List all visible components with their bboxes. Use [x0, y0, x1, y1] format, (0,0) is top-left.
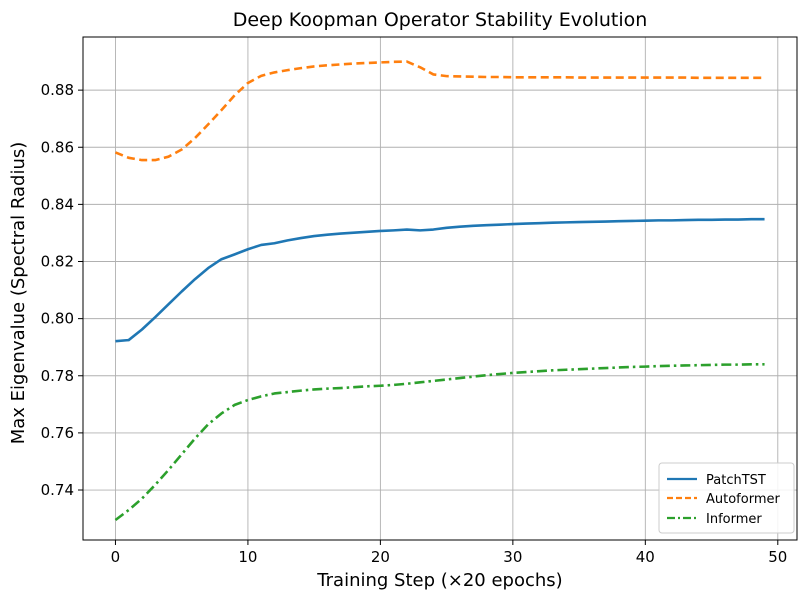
- series-layer: [114, 60, 765, 522]
- x-axis-ticks: 0 10 20 30 40 50: [111, 540, 787, 566]
- y-tick-label: 0.78: [41, 367, 74, 385]
- legend-label-autoformer: Autoformer: [706, 492, 780, 507]
- y-tick-label: 0.88: [41, 81, 74, 99]
- plot-area-frame: [82, 36, 798, 541]
- y-tick-label: 0.84: [41, 195, 74, 213]
- x-tick-label: 0: [111, 548, 121, 566]
- legend-box: [658, 462, 795, 534]
- y-axis-ticks: 0.74 0.76 0.78 0.80 0.82 0.84 0.86 0.88: [41, 81, 83, 499]
- series-line-patchtst: [115, 217, 765, 343]
- y-tick-label: 0.76: [41, 424, 74, 442]
- x-tick-label: 50: [768, 548, 787, 566]
- series-line-informer: [114, 363, 765, 522]
- x-tick-label: 40: [636, 548, 655, 566]
- series-line-autoformer: [114, 60, 765, 162]
- y-tick-label: 0.74: [41, 481, 74, 499]
- y-tick-label: 0.82: [41, 253, 74, 271]
- chart-title: Deep Koopman Operator Stability Evolutio…: [233, 9, 648, 31]
- legend-label-patchtst: PatchTST: [706, 473, 766, 488]
- y-tick-label: 0.80: [41, 310, 74, 328]
- x-tick-label: 30: [503, 548, 522, 566]
- x-axis-label: Training Step (×20 epochs): [316, 570, 562, 591]
- x-tick-label: 10: [238, 548, 257, 566]
- x-tick-label: 20: [371, 548, 390, 566]
- y-tick-label: 0.86: [41, 138, 74, 156]
- legend-label-informer: Informer: [706, 512, 762, 527]
- legend: PatchTST Autoformer Informer: [658, 462, 795, 534]
- y-axis-label: Max Eigenvalue (Spectral Radius): [8, 142, 29, 445]
